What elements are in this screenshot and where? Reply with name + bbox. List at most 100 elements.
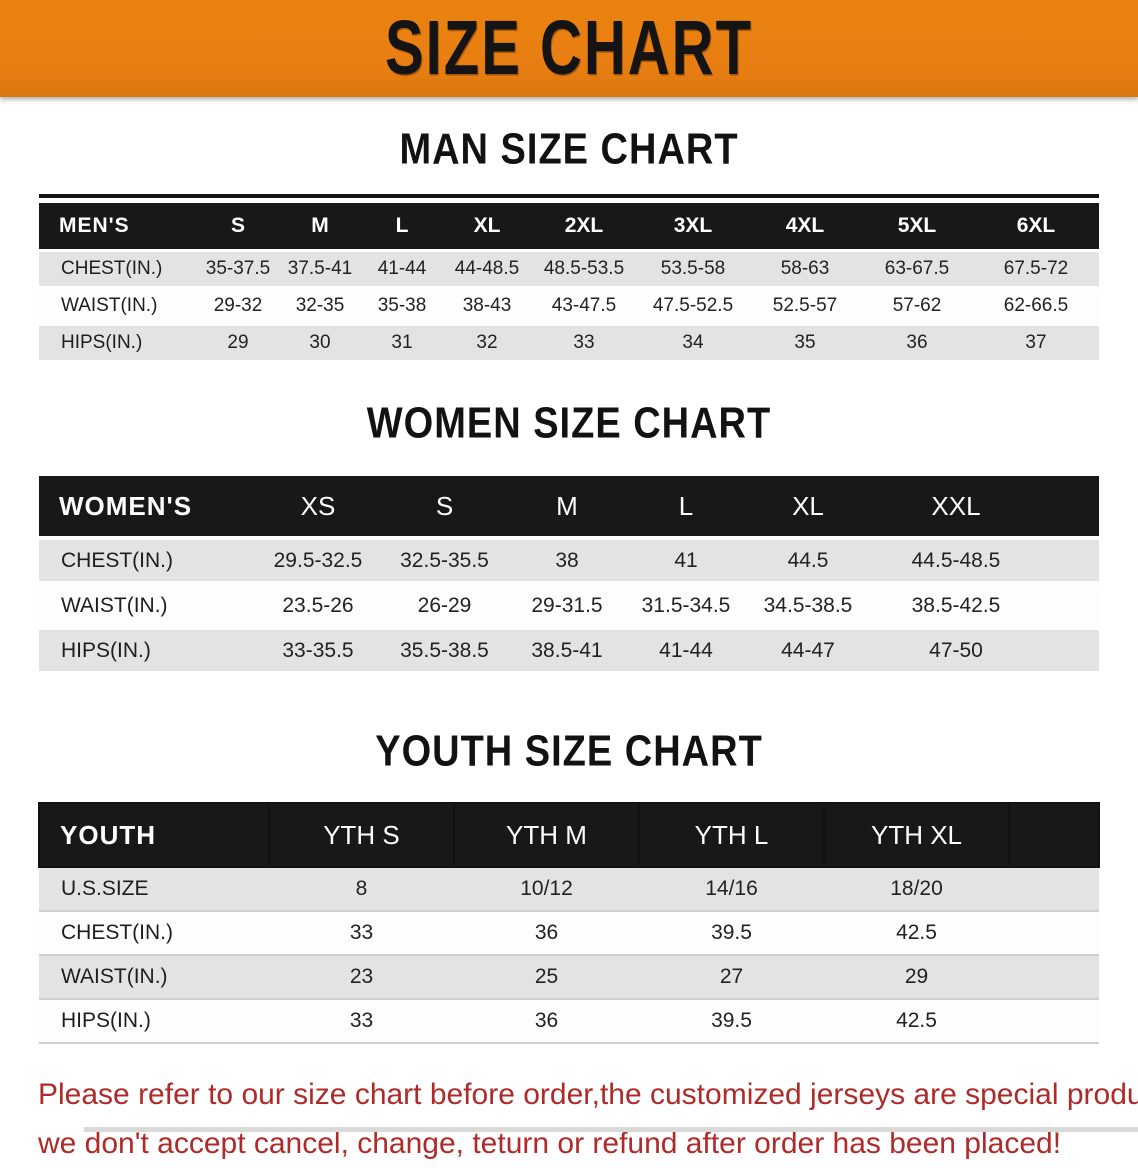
- value-cell: 38: [507, 540, 627, 581]
- value-cell: 10/12: [454, 866, 639, 911]
- youth-chest-row: CHEST(IN.) 33 36 39.5 42.5: [39, 910, 1099, 955]
- size-header: YTH M: [453, 802, 640, 868]
- value-cell: 29: [824, 954, 1009, 999]
- value-cell: 35.5-38.5: [382, 630, 507, 671]
- value-cell: 41-44: [627, 630, 745, 671]
- youth-size-table: YOUTH YTH S YTH M YTH L YTH XL U.S.SIZE …: [38, 802, 1100, 1044]
- value-cell: 57-62: [861, 289, 973, 323]
- row-label: WAIST(IN.): [39, 954, 269, 999]
- row-label: HIPS(IN.): [39, 326, 197, 360]
- value-cell: 36: [454, 910, 639, 955]
- value-cell: 29: [197, 326, 279, 360]
- value-cell: 18/20: [824, 866, 1009, 911]
- value-cell: 27: [639, 954, 824, 999]
- men-size-table: MEN'S S M L XL 2XL 3XL 4XL 5XL 6XL CHEST…: [39, 200, 1099, 363]
- value-cell: 23: [269, 954, 454, 999]
- value-cell: 47-50: [871, 630, 1041, 671]
- value-cell: 44-47: [745, 630, 871, 671]
- filler-cell: [1009, 866, 1099, 911]
- women-size-table: WOMEN'S XS S M L XL XXL CHEST(IN.) 29.5-…: [39, 472, 1099, 675]
- row-label: WAIST(IN.): [39, 289, 197, 323]
- size-header: L: [361, 203, 443, 249]
- value-cell: 35-37.5: [197, 252, 279, 286]
- value-cell: 52.5-57: [749, 289, 861, 323]
- value-cell: 36: [454, 998, 639, 1044]
- value-cell: 35-38: [361, 289, 443, 323]
- value-cell: 33: [269, 910, 454, 955]
- youth-waist-row: WAIST(IN.) 23 25 27 29: [39, 954, 1099, 999]
- value-cell: 26-29: [382, 585, 507, 626]
- value-cell: 41: [627, 540, 745, 581]
- size-header: YTH L: [638, 802, 825, 868]
- filler-cell: [1041, 476, 1099, 536]
- men-header-row: MEN'S S M L XL 2XL 3XL 4XL 5XL 6XL: [39, 203, 1099, 249]
- value-cell: 38.5-42.5: [871, 585, 1041, 626]
- value-cell: 32-35: [279, 289, 361, 323]
- size-header: 6XL: [973, 203, 1099, 249]
- value-cell: 38.5-41: [507, 630, 627, 671]
- youth-section: YOUTH SIZE CHART YOUTH YTH S YTH M YTH L…: [0, 728, 1138, 1044]
- banner: SIZE CHART: [0, 0, 1138, 97]
- size-header: 4XL: [749, 203, 861, 249]
- filler-cell: [1009, 910, 1099, 955]
- value-cell: 29.5-32.5: [254, 540, 382, 581]
- men-table-top-rule: [39, 194, 1099, 198]
- size-header: L: [627, 476, 745, 536]
- size-header: S: [197, 203, 279, 249]
- bottom-edge-strip: [84, 1127, 1138, 1132]
- value-cell: 37: [973, 326, 1099, 360]
- value-cell: 32.5-35.5: [382, 540, 507, 581]
- row-label: U.S.SIZE: [39, 866, 269, 911]
- value-cell: 48.5-53.5: [531, 252, 637, 286]
- row-label: CHEST(IN.): [39, 252, 197, 286]
- disclaimer-line-1: Please refer to our size chart before or…: [38, 1078, 1138, 1111]
- value-cell: 53.5-58: [637, 252, 749, 286]
- value-cell: 58-63: [749, 252, 861, 286]
- youth-hips-row: HIPS(IN.) 33 36 39.5 42.5: [39, 998, 1099, 1044]
- women-section: WOMEN SIZE CHART WOMEN'S XS S M L XL XXL…: [0, 400, 1138, 675]
- value-cell: 43-47.5: [531, 289, 637, 323]
- size-header: XL: [745, 476, 871, 536]
- value-cell: 38-43: [443, 289, 531, 323]
- size-header: XL: [443, 203, 531, 249]
- filler-cell: [1009, 954, 1099, 999]
- value-cell: 31: [361, 326, 443, 360]
- men-section: MAN SIZE CHART MEN'S S M L XL 2XL 3XL 4X…: [0, 125, 1138, 363]
- value-cell: 35: [749, 326, 861, 360]
- men-chest-row: CHEST(IN.) 35-37.5 37.5-41 41-44 44-48.5…: [39, 252, 1099, 286]
- row-label: CHEST(IN.): [39, 540, 254, 581]
- value-cell: 44.5: [745, 540, 871, 581]
- value-cell: 62-66.5: [973, 289, 1099, 323]
- size-header: M: [507, 476, 627, 536]
- value-cell: 25: [454, 954, 639, 999]
- size-header: 5XL: [861, 203, 973, 249]
- women-header-row: WOMEN'S XS S M L XL XXL: [39, 476, 1099, 536]
- size-header: S: [382, 476, 507, 536]
- value-cell: 34: [637, 326, 749, 360]
- value-cell: 32: [443, 326, 531, 360]
- men-heading: MAN SIZE CHART: [399, 125, 739, 175]
- men-corner-label: MEN'S: [39, 203, 197, 249]
- row-label: HIPS(IN.): [39, 998, 269, 1044]
- disclaimer: Please refer to our size chart before or…: [38, 1070, 1138, 1168]
- value-cell: 23.5-26: [254, 585, 382, 626]
- value-cell: 41-44: [361, 252, 443, 286]
- size-header: YTH S: [268, 802, 455, 868]
- value-cell: 30: [279, 326, 361, 360]
- women-hips-row: HIPS(IN.) 33-35.5 35.5-38.5 38.5-41 41-4…: [39, 630, 1099, 671]
- value-cell: 31.5-34.5: [627, 585, 745, 626]
- filler-cell: [1008, 802, 1100, 868]
- value-cell: 47.5-52.5: [637, 289, 749, 323]
- value-cell: 34.5-38.5: [745, 585, 871, 626]
- value-cell: 33: [531, 326, 637, 360]
- size-header: M: [279, 203, 361, 249]
- row-label: CHEST(IN.): [39, 910, 269, 955]
- value-cell: 42.5: [824, 910, 1009, 955]
- value-cell: 33: [269, 998, 454, 1044]
- value-cell: 42.5: [824, 998, 1009, 1044]
- value-cell: 36: [861, 326, 973, 360]
- women-waist-row: WAIST(IN.) 23.5-26 26-29 29-31.5 31.5-34…: [39, 585, 1099, 626]
- filler-cell: [1041, 585, 1099, 626]
- filler-cell: [1009, 998, 1099, 1044]
- value-cell: 29-31.5: [507, 585, 627, 626]
